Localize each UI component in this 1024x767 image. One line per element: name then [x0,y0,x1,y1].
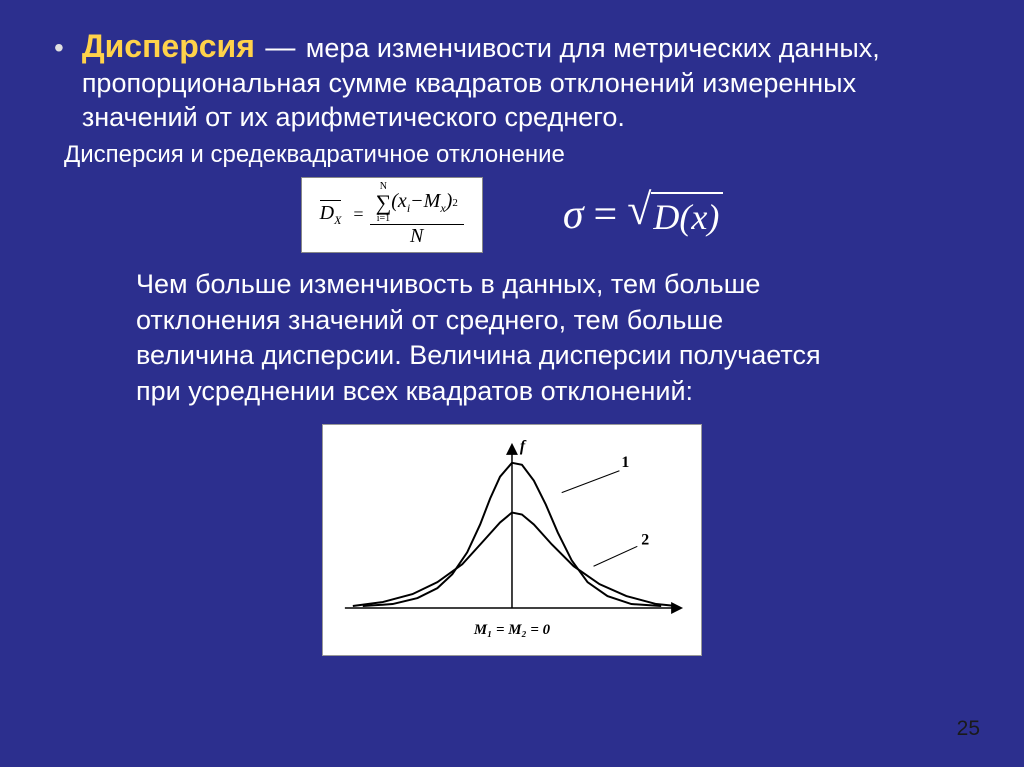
formula-row: DX = N ∑ i=1 (xi−Mx) 2 N [36,177,988,253]
sigma-symbol: σ [563,191,584,239]
sigma-formula: σ = √ D(x) [563,191,724,239]
subheading: Дисперсия и средеквадратичное отклонение [64,141,988,169]
para-line2: отклонения значений от среднего, тем бол… [136,305,723,335]
variance-lhs: DX [320,202,342,228]
eq-sign: = [353,204,363,225]
dash: — [265,31,295,64]
D-open: D( [653,197,691,237]
paragraph: Чем больше изменчивость в данных, тем бо… [136,267,952,411]
slide: • Дисперсия — мера изменчивости для метр… [0,0,1024,656]
term-title: Дисперсия [82,28,255,64]
radical-icon: √ [627,192,651,227]
chart-svg: 1 2 f M₁ = M₂ = 0 [323,425,701,656]
paren-open: ( [391,190,398,212]
para-line4: при усреднении всех квадратов отклонений… [136,376,693,406]
variance-numerator: N ∑ i=1 (xi−Mx) 2 [370,182,464,224]
D-close: ) [707,197,719,237]
sum-symbol: N ∑ i=1 [376,182,392,224]
para-line1: Чем больше изменчивость в данных, тем бо… [136,269,760,299]
variance-fraction: N ∑ i=1 (xi−Mx) 2 N [370,182,464,248]
definition-block: Дисперсия — мера изменчивости для метрич… [82,28,880,135]
page-number: 25 [957,717,980,741]
definition-line3: значений от их арифметического среднего. [82,102,625,132]
paren-close: ) [446,190,453,212]
svg-text:2: 2 [641,532,649,549]
M: M [424,190,441,212]
D-x: x [691,197,707,237]
variance-formula-box: DX = N ∑ i=1 (xi−Mx) 2 N [301,177,483,253]
sigma-eq-sign: = [594,191,618,239]
variance-D: D [320,202,334,224]
variance-D-sub: X [334,213,341,227]
sqrt-content: D(x) [651,192,723,238]
para-line3: величина дисперсии. Величина дисперсии п… [136,340,821,370]
svg-text:1: 1 [621,454,629,471]
bullet-marker: • [54,34,64,62]
minus: − [410,190,424,212]
sum-bottom: i=1 [377,214,390,224]
svg-text:M₁ = M₂ = 0: M₁ = M₂ = 0 [473,622,551,638]
variance-denominator: N [404,225,429,248]
xi: x [398,190,407,212]
svg-text:f: f [520,438,527,455]
definition-line1: мера изменчивости для метрических данных… [306,33,880,63]
sum-term: (xi−Mx) [391,190,452,216]
definition-line2: пропорциональная сумме квадратов отклоне… [82,68,856,98]
bullet-row: • Дисперсия — мера изменчивости для метр… [36,28,988,135]
sqrt: √ D(x) [627,192,723,238]
chart-container: 1 2 f M₁ = M₂ = 0 [36,424,988,656]
distribution-chart: 1 2 f M₁ = M₂ = 0 [322,424,702,656]
power-2: 2 [452,197,458,209]
